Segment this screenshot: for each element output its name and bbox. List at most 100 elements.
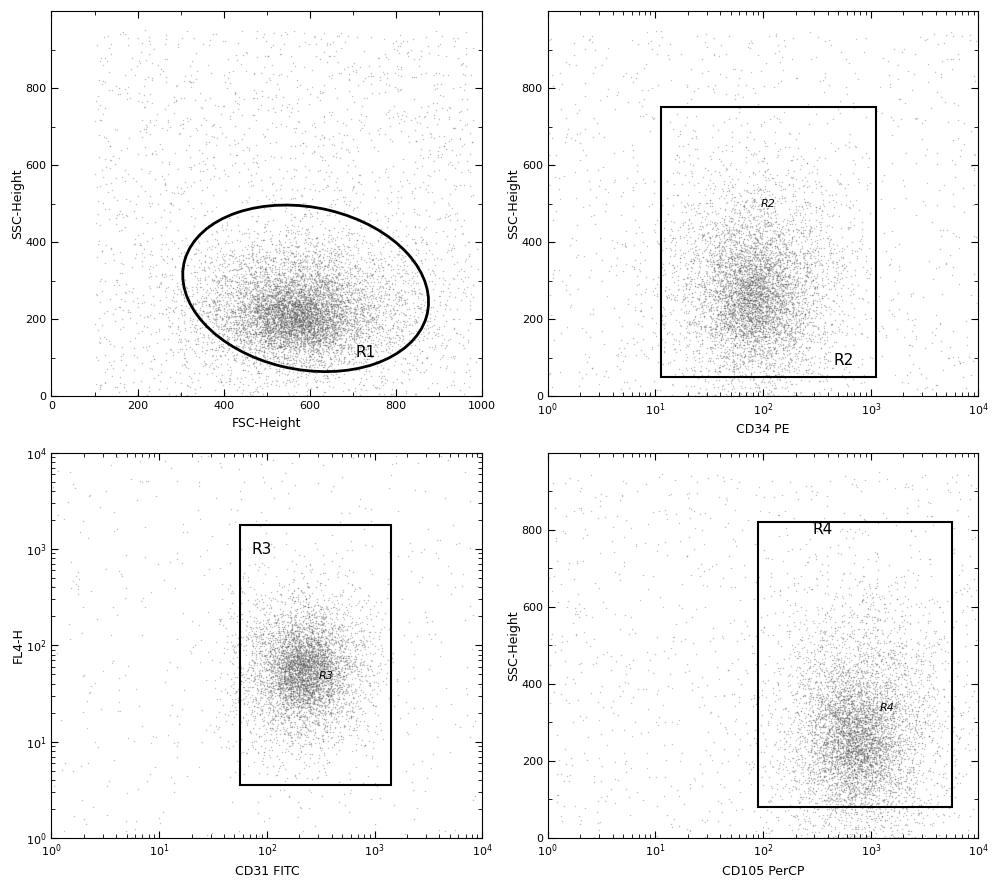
Point	[280, 676, 296, 690]
Point	[437, 172, 453, 186]
Point	[742, 125, 758, 140]
Point	[242, 308, 258, 323]
Point	[311, 333, 327, 348]
Point	[740, 294, 756, 308]
Point	[316, 645, 332, 660]
Point	[307, 332, 323, 346]
Point	[301, 697, 317, 711]
Point	[824, 692, 840, 706]
Point	[817, 764, 833, 778]
Point	[870, 737, 886, 751]
Point	[306, 662, 322, 677]
Point	[310, 298, 326, 312]
Point	[860, 606, 876, 621]
Point	[279, 353, 295, 367]
Point	[784, 234, 800, 248]
Point	[893, 707, 909, 721]
Point	[254, 281, 270, 295]
Point	[717, 267, 733, 281]
Point	[872, 776, 888, 790]
Point	[876, 723, 892, 737]
Point	[162, 320, 178, 334]
Point	[276, 335, 292, 349]
Point	[248, 634, 264, 648]
Point	[756, 321, 772, 335]
Point	[803, 727, 819, 741]
Point	[300, 324, 316, 338]
Point	[178, 230, 194, 244]
Point	[946, 742, 962, 757]
Point	[754, 683, 770, 697]
Point	[335, 303, 351, 317]
Point	[876, 733, 892, 747]
Point	[769, 316, 785, 331]
Point	[200, 605, 216, 619]
Point	[103, 458, 119, 472]
Point	[813, 725, 829, 740]
Point	[336, 719, 352, 733]
Point	[296, 327, 312, 341]
Point	[829, 754, 845, 768]
Point	[290, 300, 306, 315]
Point	[854, 149, 870, 164]
Point	[347, 658, 363, 672]
Point	[268, 364, 284, 379]
Point	[834, 368, 850, 382]
Point	[435, 308, 451, 323]
Point	[847, 677, 863, 691]
Point	[269, 665, 285, 679]
Point	[898, 830, 914, 845]
Point	[728, 162, 744, 176]
Point	[910, 500, 926, 514]
Point	[309, 277, 325, 292]
Point	[830, 320, 846, 334]
Point	[771, 217, 787, 231]
Point	[725, 212, 741, 226]
Point	[838, 741, 854, 755]
Point	[397, 351, 413, 365]
Point	[738, 662, 754, 677]
Point	[635, 386, 651, 400]
Point	[841, 744, 857, 758]
Point	[727, 281, 743, 295]
Point	[304, 685, 320, 700]
Point	[233, 302, 249, 316]
Point	[252, 656, 268, 670]
Point	[91, 128, 107, 142]
Point	[413, 252, 429, 267]
Point	[709, 259, 725, 273]
Point	[314, 273, 330, 287]
Point	[351, 594, 367, 608]
Point	[317, 713, 333, 727]
Point	[303, 311, 319, 325]
Point	[301, 341, 317, 356]
Point	[336, 323, 352, 337]
Point	[269, 308, 285, 322]
Point	[220, 334, 236, 348]
Point	[849, 767, 865, 781]
Point	[311, 679, 327, 693]
Point	[727, 284, 743, 298]
Point	[437, 824, 453, 838]
Point	[322, 675, 338, 689]
Point	[337, 279, 353, 293]
Point	[291, 652, 307, 666]
Point	[787, 619, 803, 633]
Point	[146, 42, 162, 56]
Point	[259, 352, 275, 366]
Point	[304, 358, 320, 372]
Point	[281, 320, 297, 334]
Point	[599, 89, 615, 103]
Point	[104, 183, 120, 197]
Point	[642, 124, 658, 138]
Point	[855, 654, 871, 669]
Point	[257, 278, 273, 292]
Point	[180, 194, 196, 208]
Point	[832, 667, 848, 681]
Point	[708, 248, 724, 262]
Point	[758, 289, 774, 303]
Point	[871, 474, 887, 488]
Point	[798, 479, 814, 493]
Point	[825, 325, 841, 340]
Point	[843, 758, 859, 773]
